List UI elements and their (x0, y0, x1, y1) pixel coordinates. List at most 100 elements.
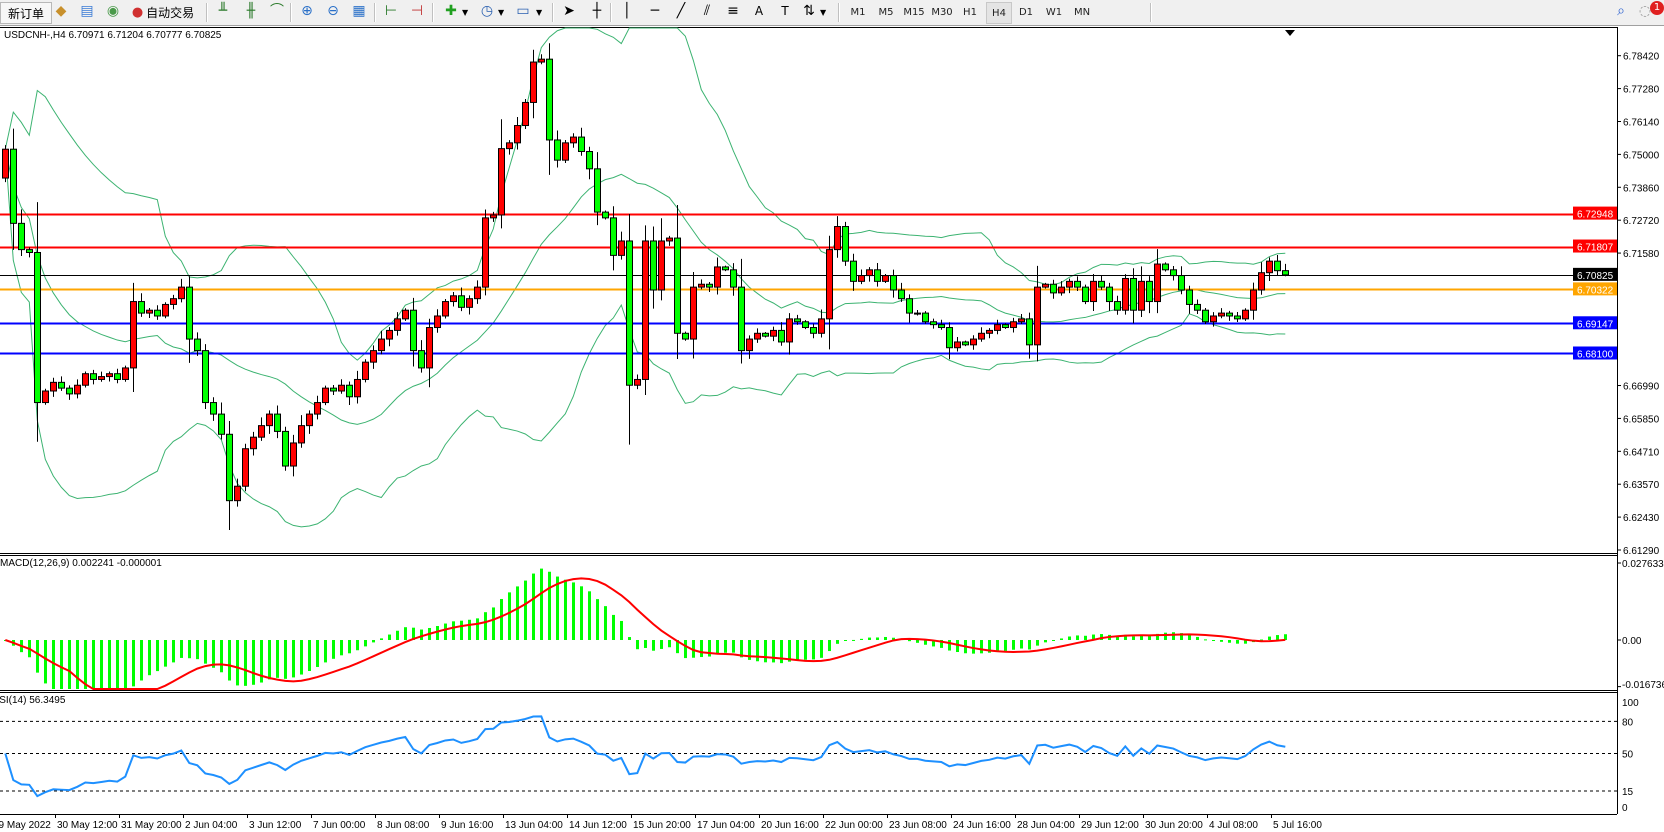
templates-icon[interactable]: ▭ (516, 3, 530, 19)
price-tick-label: 6.61290 (1623, 546, 1660, 557)
notification-icon[interactable]: ◌ (1638, 3, 1652, 19)
macd-histogram-bar (844, 640, 847, 641)
period-m1-button[interactable]: M1 (850, 6, 866, 18)
candle (1242, 308, 1249, 321)
trendline-icon[interactable]: ╱ (676, 3, 686, 19)
candle-body (1050, 283, 1057, 294)
candle (122, 365, 129, 382)
signal-icon[interactable]: ◉ (106, 3, 120, 19)
macd-histogram-bar (532, 573, 535, 640)
period-m15-button[interactable]: M15 (903, 6, 925, 18)
candle-body (1242, 309, 1249, 320)
line-chart-icon[interactable]: ⌒ (270, 3, 284, 19)
periods-clock-icon[interactable]: ◷ (480, 3, 494, 19)
time-tick-label: 4 Jul 08:00 (1209, 820, 1258, 831)
navigator-icon[interactable]: ▤ (80, 3, 94, 19)
period-h1-button[interactable]: H1 (963, 6, 977, 18)
candle (906, 294, 913, 323)
periods-dropdown-icon[interactable]: ▼ (498, 7, 505, 17)
candle (202, 344, 209, 410)
period-d1-button[interactable]: D1 (1018, 6, 1034, 18)
cursor-icon[interactable]: ➤ (563, 3, 575, 19)
arrows-dropdown-icon[interactable]: ▼ (820, 7, 827, 17)
macd-histogram-bar (332, 640, 335, 659)
macd-histogram-bar (364, 640, 367, 647)
candle-body (82, 373, 89, 386)
candle (538, 54, 545, 65)
vertical-line-icon[interactable]: │ (622, 3, 632, 19)
price-tick-label: 6.71580 (1623, 249, 1660, 260)
candle (1050, 279, 1057, 299)
time-tick-label: 17 Jun 04:00 (697, 820, 755, 831)
macd-histogram-bar (940, 640, 943, 648)
candle (730, 263, 737, 296)
horizontal-line-icon[interactable]: ─ (650, 3, 660, 19)
market-watch-icon[interactable]: ◆ (55, 3, 67, 19)
indicators-dropdown-icon[interactable]: ▼ (462, 7, 469, 17)
candle-body (282, 430, 289, 467)
period-m5-button[interactable]: M5 (878, 6, 894, 18)
new-order-button[interactable]: 新订单 (0, 2, 52, 24)
candle-body (706, 283, 713, 288)
macd-histogram-bar (252, 640, 255, 685)
text-icon[interactable]: A (754, 4, 764, 18)
candle-body (418, 350, 425, 369)
candlestick-icon[interactable]: ╫ (246, 3, 256, 19)
zoom-in-icon[interactable]: ⊕ (301, 3, 313, 19)
level-price-label: 6.70825 (1577, 271, 1614, 282)
zoom-out-icon[interactable]: ⊖ (327, 3, 339, 19)
macd-histogram-bar (572, 582, 575, 640)
candle (1034, 265, 1041, 362)
macd-tick-label: 0.00 (1622, 636, 1642, 647)
candle (410, 297, 417, 367)
period-mn-button[interactable]: MN (1073, 6, 1091, 18)
candle-body (1170, 269, 1177, 277)
period-m30-button[interactable]: M30 (931, 6, 953, 18)
macd-histogram-bar (716, 640, 719, 655)
text-label-icon[interactable]: T (781, 4, 789, 18)
candle (450, 291, 457, 307)
candle (1178, 266, 1185, 295)
auto-scroll-icon[interactable]: ⊢ (384, 3, 398, 19)
auto-trading-button[interactable]: ● 自动交易 (128, 2, 198, 22)
candle (714, 257, 721, 295)
macd-histogram-bar (556, 576, 559, 640)
macd-histogram-bar (636, 640, 639, 650)
candle (922, 311, 929, 324)
indicators-icon[interactable]: ✚ (445, 3, 457, 19)
chart-shift-marker[interactable] (1285, 30, 1295, 36)
macd-histogram-bar (804, 640, 807, 660)
period-h4-button[interactable]: H4 (986, 2, 1012, 24)
period-w1-button[interactable]: W1 (1045, 6, 1063, 18)
tile-windows-icon[interactable]: ▦ (352, 3, 366, 19)
search-icon[interactable]: ⌕ (1617, 3, 1625, 19)
candle (386, 327, 393, 347)
fibonacci-icon[interactable]: ≡ (727, 3, 739, 19)
templates-dropdown-icon[interactable]: ▼ (536, 7, 543, 17)
macd-histogram-bar (36, 640, 39, 673)
candle (898, 282, 905, 302)
candle-body (1202, 309, 1209, 323)
candle (18, 209, 25, 256)
candle-body (346, 384, 353, 398)
toolbar: 新订单 ◆ ▤ ◉ ● 自动交易 ╨ ╫ ⌒ ⊕ ⊖ ▦ ⊢ ⊣ ✚ ▼ ◷ ▼ … (0, 0, 1664, 26)
arrows-icon[interactable]: ⇅ (803, 3, 815, 19)
candle (1138, 266, 1145, 317)
candle (1170, 265, 1177, 281)
candle (930, 318, 937, 329)
level-price-label: 6.69147 (1577, 319, 1614, 330)
bar-chart-icon[interactable]: ╨ (218, 3, 228, 19)
chart-shift-icon[interactable]: ⊣ (410, 3, 424, 19)
candle-body (258, 425, 265, 438)
candle (1234, 311, 1241, 322)
level-price-label: 6.72948 (1577, 210, 1614, 221)
candle-body (762, 332, 769, 337)
crosshair-icon[interactable]: ┼ (592, 3, 602, 19)
candle-body (378, 338, 385, 352)
macd-histogram-bar (356, 640, 359, 651)
candle-body (482, 217, 489, 288)
equidistant-channel-icon[interactable]: ⫽ (703, 3, 711, 19)
candle (938, 319, 945, 330)
candle (754, 328, 761, 343)
